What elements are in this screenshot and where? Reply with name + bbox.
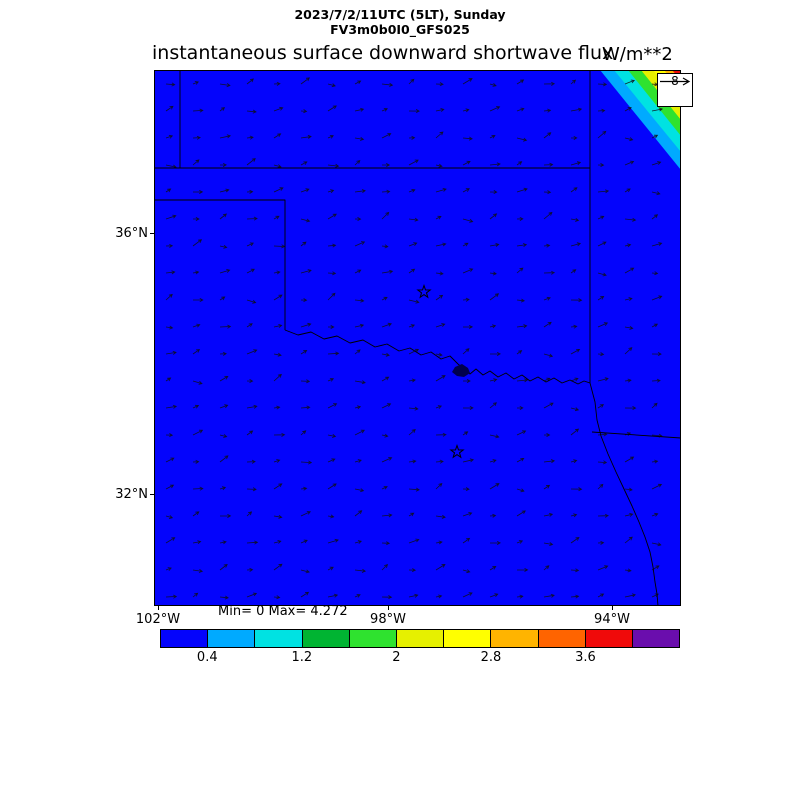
header-datetime: 2023/7/2/11UTC (5LT), Sunday xyxy=(294,7,506,22)
map-frame xyxy=(154,70,681,606)
colorbar xyxy=(160,629,680,648)
axis-tick-lon-98w xyxy=(387,606,389,610)
lon-tick-label-94w: 94°W xyxy=(594,612,630,627)
minmax-stats: Min= 0 Max= 4.272 xyxy=(218,604,348,619)
axis-tick-lon-102w xyxy=(157,606,159,610)
star-marker-oklahoma-city xyxy=(416,283,432,299)
lat-tick-label-32n: 32°N xyxy=(115,487,148,502)
axis-tick-lat-36n xyxy=(150,232,154,234)
quiver-key: 8 xyxy=(657,73,693,107)
colorbar-segment-6 xyxy=(444,630,492,647)
colorbar-segment-0 xyxy=(161,630,209,647)
plot-units: W/m**2 xyxy=(602,44,673,65)
colorbar-segment-9 xyxy=(585,630,633,647)
colorbar-tick-label-2.8: 2.8 xyxy=(480,650,502,665)
city-markers xyxy=(416,283,470,459)
colorbar-tick-label-0.4: 0.4 xyxy=(196,650,218,665)
colorbar-segment-8 xyxy=(538,630,586,647)
colorbar-segment-7 xyxy=(491,630,539,647)
map-area: 8 xyxy=(154,70,693,606)
wind-vectors xyxy=(165,77,664,600)
colorbar-tick-label-1.2: 1.2 xyxy=(291,650,313,665)
axis-tick-lon-94w xyxy=(611,606,613,610)
plot-title: instantaneous surface downward shortwave… xyxy=(152,42,614,64)
axis-tick-lat-32n xyxy=(150,493,154,495)
state-borders xyxy=(154,70,681,606)
colorbar-segment-4 xyxy=(349,630,397,647)
colorbar-tick-label-2: 2 xyxy=(392,650,401,665)
colorbar-segment-3 xyxy=(302,630,350,647)
header-model: FV3m0b0I0_GFS025 xyxy=(330,22,470,37)
colorbar-segment-2 xyxy=(255,630,303,647)
river-knot-marker xyxy=(452,364,470,377)
lat-tick-label-36n: 36°N xyxy=(115,226,148,241)
lon-tick-label-102w: 102°W xyxy=(135,612,181,627)
colorbar-segment-10 xyxy=(632,630,680,647)
colorbar-segment-1 xyxy=(208,630,256,647)
colorbar-segment-5 xyxy=(396,630,445,647)
lon-tick-label-98w: 98°W xyxy=(370,612,406,627)
star-marker-dallas xyxy=(449,443,465,459)
map-plot xyxy=(154,70,681,606)
quiver-key-arrow-icon xyxy=(660,77,691,86)
colorbar-tick-label-3.6: 3.6 xyxy=(575,650,596,665)
